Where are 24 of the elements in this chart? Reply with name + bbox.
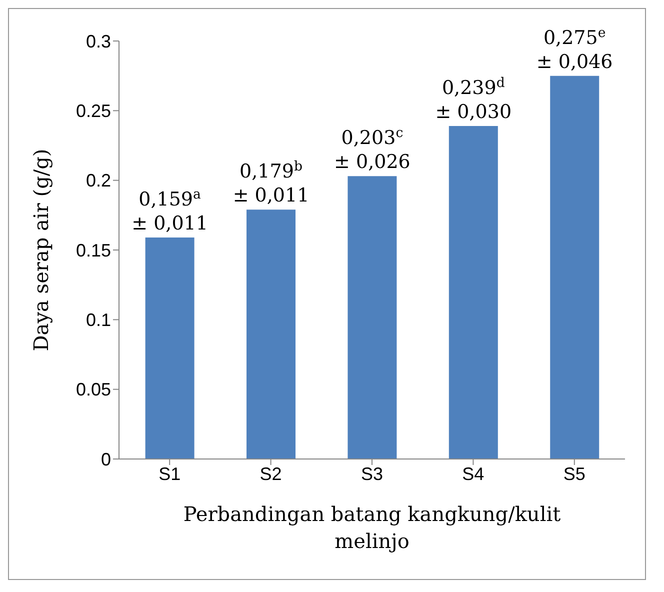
- data-label: 0,159$^{a}$ ± 0,011: [132, 186, 208, 234]
- y-tick-label: 0.25: [76, 101, 111, 122]
- y-tick-label: 0.05: [76, 380, 111, 400]
- y-tick-label: 0.3: [86, 31, 111, 52]
- bar: [550, 76, 600, 459]
- y-tick-label: 0: [100, 449, 111, 470]
- x-tick-label: S5: [563, 464, 586, 484]
- x-tick-label: S2: [260, 464, 282, 484]
- data-label: 0,203$^{c}$ ± 0,026: [334, 126, 410, 174]
- y-axis-title: Daya serap air (g/g): [29, 148, 54, 352]
- bar: [348, 176, 397, 459]
- x-tick-label: S3: [360, 464, 384, 484]
- x-axis-title: Perbandingan batang kangkung/kulit melinjo: [183, 502, 561, 553]
- x-tick-label: S1: [158, 464, 181, 484]
- y-tick-label: 0.1: [86, 310, 111, 330]
- x-tick-label: S4: [462, 464, 484, 484]
- y-tick-label: 0.15: [76, 240, 111, 260]
- data-label: 0,275$^{e}$ ± 0,046: [536, 25, 613, 73]
- bar: [448, 126, 498, 459]
- data-label: 0,239$^{d}$ ± 0,030: [435, 75, 512, 123]
- bar: [246, 210, 296, 459]
- y-tick-label: 0.2: [86, 170, 111, 191]
- data-label: 0,179$^{b}$ ± 0,011: [232, 159, 310, 207]
- bar: [145, 237, 194, 459]
